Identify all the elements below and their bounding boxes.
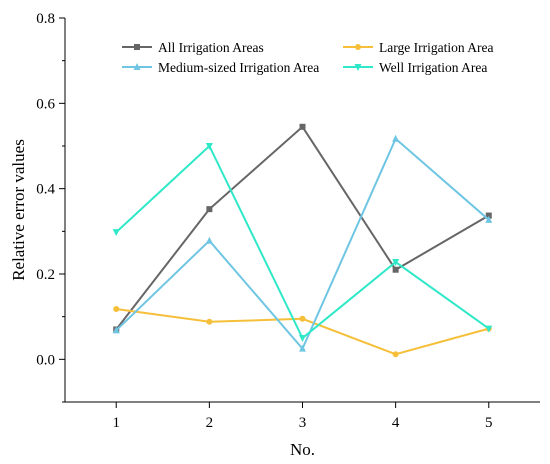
legend-item: All Irrigation Areas <box>122 40 264 55</box>
series-marker <box>392 134 400 142</box>
legend-item: Large Irrigation Area <box>343 40 493 55</box>
series <box>113 305 492 358</box>
series-marker <box>113 305 120 312</box>
series-marker <box>133 63 141 70</box>
series-marker <box>299 123 306 130</box>
series <box>112 134 493 352</box>
series-marker <box>205 143 213 150</box>
legend-item: Medium-sized Irrigation Area <box>122 60 319 75</box>
series-marker <box>299 344 306 352</box>
y-tick-label: 0.8 <box>36 11 55 27</box>
legend-label: Well Irrigation Area <box>379 60 487 75</box>
y-tick-label: 0.4 <box>36 182 55 198</box>
series-marker <box>205 236 213 244</box>
series-marker <box>485 325 493 333</box>
series-marker <box>392 266 399 273</box>
series-marker <box>485 215 493 223</box>
series-marker <box>485 212 492 219</box>
series-marker <box>112 326 120 334</box>
x-tick-label: 4 <box>392 415 400 431</box>
series-marker <box>112 229 120 237</box>
series-marker <box>134 44 140 50</box>
series-marker <box>299 335 306 342</box>
legend: All Irrigation Areas Large Irrigation Are… <box>122 40 493 75</box>
legend-label: All Irrigation Areas <box>158 40 264 55</box>
y-tick-label: 0.0 <box>36 352 55 368</box>
legend-label: Medium-sized Irrigation Area <box>158 60 319 75</box>
x-tick-label: 1 <box>112 415 120 431</box>
series-marker <box>392 259 400 267</box>
series-lines <box>112 123 493 358</box>
y-tick-label: 0.6 <box>36 96 55 112</box>
series-line <box>115 125 490 331</box>
axes: 0.0 0.2 0.4 0.6 0.8 1 2 3 4 5 <box>36 11 540 431</box>
series-marker <box>299 315 306 322</box>
series-marker <box>206 318 213 325</box>
series-marker <box>355 44 361 50</box>
legend-item: Well Irrigation Area <box>343 60 487 75</box>
x-tick-label: 5 <box>485 415 493 431</box>
x-tick-label: 3 <box>299 415 307 431</box>
series <box>113 123 492 333</box>
y-axis-title: Relative error values <box>9 139 28 281</box>
x-tick-label: 2 <box>206 415 214 431</box>
x-axis-title: No. <box>290 440 315 459</box>
legend-label: Large Irrigation Area <box>379 40 493 55</box>
series-line <box>115 144 490 340</box>
series-marker <box>206 206 213 213</box>
series-marker <box>354 64 362 71</box>
y-tick-label: 0.2 <box>36 267 55 283</box>
series <box>112 143 493 342</box>
series-marker <box>392 351 399 358</box>
